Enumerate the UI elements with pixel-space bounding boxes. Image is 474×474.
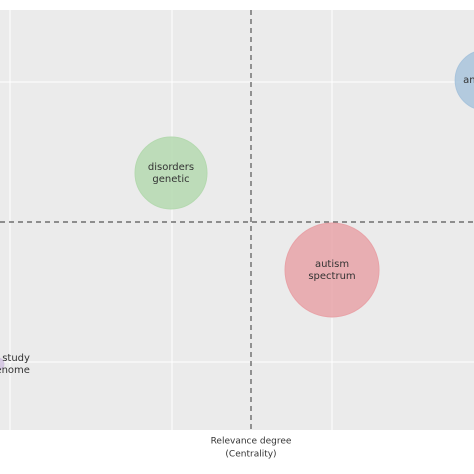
bubble-label: genetic bbox=[152, 174, 189, 185]
bubble-label: study bbox=[2, 353, 30, 364]
bubble-label: autism bbox=[315, 259, 349, 270]
bubble-label: an bbox=[463, 75, 474, 86]
bubble bbox=[284, 222, 380, 318]
x-axis-label: (Centrality) bbox=[225, 450, 276, 460]
bubble-label: genome bbox=[0, 365, 30, 376]
bubble-label: spectrum bbox=[308, 271, 355, 282]
plot-background bbox=[0, 10, 474, 430]
reference-lines bbox=[0, 10, 474, 430]
grid bbox=[0, 10, 474, 430]
bubble-label: disorders bbox=[148, 162, 194, 173]
bubble bbox=[0, 357, 5, 371]
x-axis-label: Relevance degree bbox=[211, 437, 292, 447]
bubble bbox=[134, 136, 208, 210]
bubble bbox=[454, 51, 474, 109]
